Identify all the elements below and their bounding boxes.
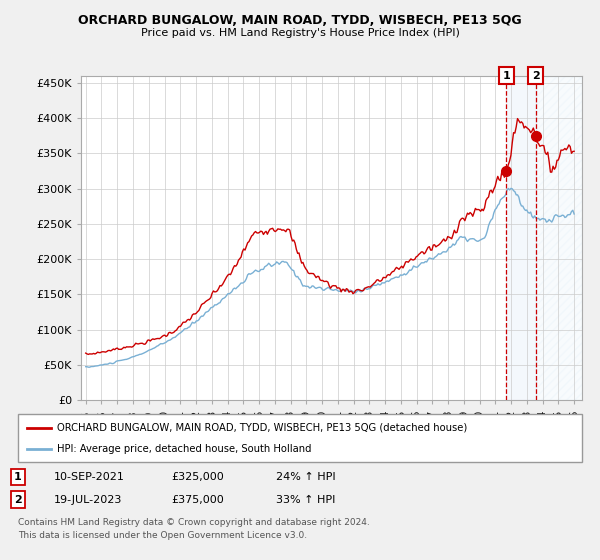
Text: 19-JUL-2023: 19-JUL-2023 [54, 494, 122, 505]
Text: 2: 2 [532, 71, 539, 81]
Text: Price paid vs. HM Land Registry's House Price Index (HPI): Price paid vs. HM Land Registry's House … [140, 28, 460, 38]
Text: 10-SEP-2021: 10-SEP-2021 [54, 472, 125, 482]
Text: HPI: Average price, detached house, South Holland: HPI: Average price, detached house, Sout… [57, 444, 311, 454]
Text: £375,000: £375,000 [171, 494, 224, 505]
Text: 33% ↑ HPI: 33% ↑ HPI [276, 494, 335, 505]
Text: £325,000: £325,000 [171, 472, 224, 482]
Text: 2: 2 [14, 494, 22, 505]
Text: 24% ↑ HPI: 24% ↑ HPI [276, 472, 335, 482]
Text: ORCHARD BUNGALOW, MAIN ROAD, TYDD, WISBECH, PE13 5QG (detached house): ORCHARD BUNGALOW, MAIN ROAD, TYDD, WISBE… [57, 423, 467, 433]
Bar [506, 76, 536, 400]
Text: 1: 1 [14, 472, 22, 482]
Text: ORCHARD BUNGALOW, MAIN ROAD, TYDD, WISBECH, PE13 5QG: ORCHARD BUNGALOW, MAIN ROAD, TYDD, WISBE… [78, 14, 522, 27]
Bar [536, 76, 582, 400]
Text: Contains HM Land Registry data © Crown copyright and database right 2024.
This d: Contains HM Land Registry data © Crown c… [18, 519, 370, 540]
Text: 1: 1 [503, 71, 510, 81]
